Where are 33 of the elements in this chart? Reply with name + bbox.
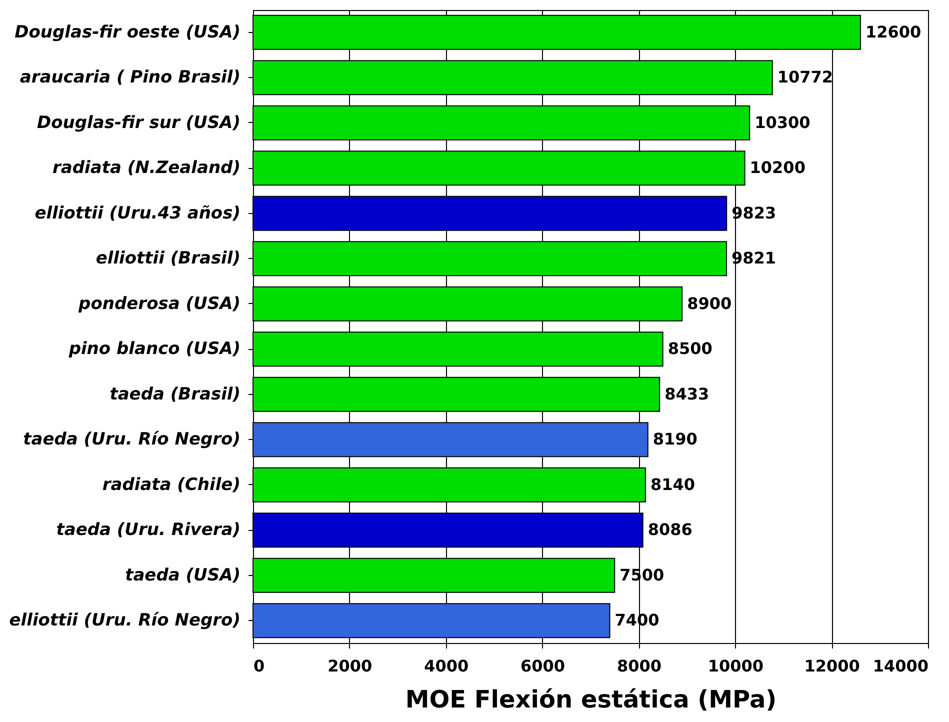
y-tick-label: Douglas-fir sur (USA): [37, 112, 240, 133]
data-label: 10200: [750, 158, 806, 178]
x-tick-label: 10000: [708, 656, 764, 676]
data-label: 8190: [652, 430, 698, 449]
y-tick-label: elliottii (Brasil): [96, 248, 240, 269]
y-tick-label: taeda (Uru. Rivera): [56, 520, 240, 540]
data-label: 8500: [668, 339, 712, 358]
y-tick-label: taeda (USA): [125, 565, 240, 586]
x-tick-label: 14000: [872, 656, 928, 676]
y-tick-label: taeda (Uru. Río Negro): [23, 430, 240, 450]
data-label: 8900: [687, 294, 732, 313]
data-label: 8433: [664, 384, 710, 404]
y-tick-label: elliottii (Uru. Río Negro): [9, 610, 240, 631]
data-label: 8086: [648, 520, 692, 540]
data-label: 10300: [754, 112, 810, 132]
x-tick-label: 12000: [804, 656, 860, 676]
y-tick-label: taeda (Brasil): [110, 384, 240, 404]
data-label: 8140: [650, 474, 695, 494]
y-tick-label: radiata (N.Zealand): [52, 158, 240, 178]
x-tick-label: 8000: [616, 656, 662, 676]
x-tick-label: 6000: [520, 656, 566, 676]
y-tick-label: elliottii (Uru.43 años): [34, 203, 240, 224]
y-tick-label: araucaria ( Pino Brasil): [20, 68, 240, 88]
y-tick-label: radiata (Chile): [102, 474, 240, 495]
y-tick-label: Douglas-fir oeste (USA): [14, 22, 240, 42]
x-axis-title: MOE Flexión estática (MPa): [405, 686, 777, 714]
y-tick-label: ponderosa (USA): [78, 294, 240, 314]
x-tick-label: 2000: [328, 656, 372, 676]
y-tick-label: pino blanco (USA): [68, 339, 240, 360]
data-label: 12600: [866, 22, 922, 42]
x-tick-label: 0: [254, 656, 265, 676]
x-tick-label: 4000: [424, 656, 469, 676]
data-label: 10772: [777, 68, 834, 87]
